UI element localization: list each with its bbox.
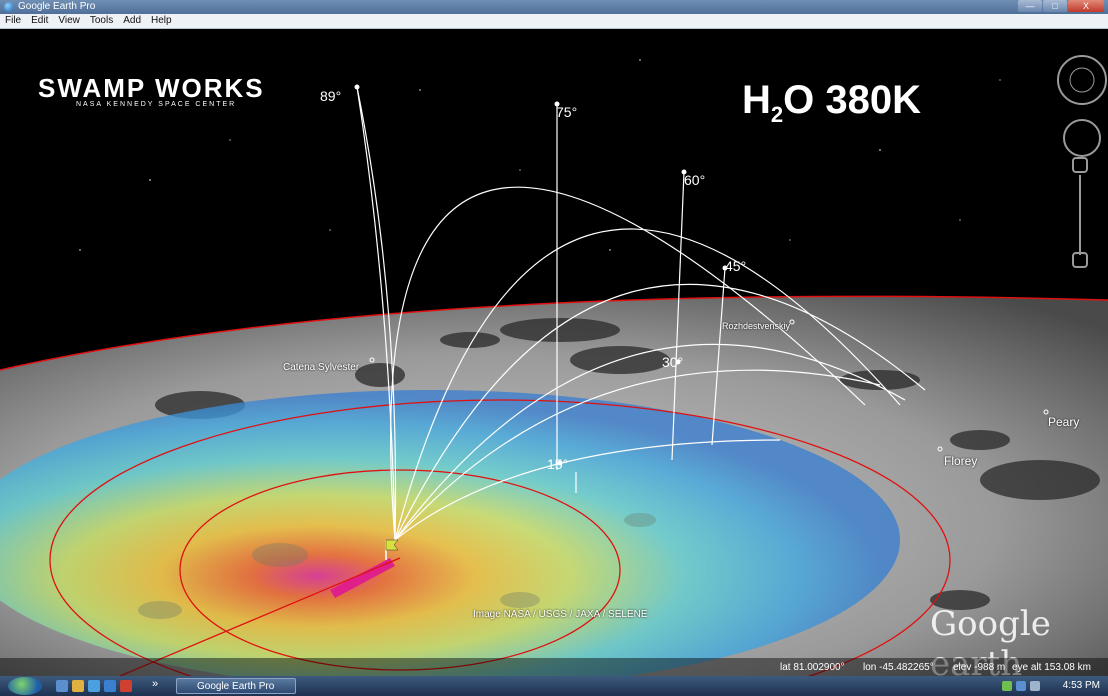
google-earth-icon: [4, 2, 14, 12]
map-viewport[interactable]: SWAMP WORKS NASA KENNEDY SPACE CENTER H2…: [0, 29, 1108, 676]
menu-edit[interactable]: Edit: [31, 15, 49, 26]
swamp-works-logo: SWAMP WORKS NASA KENNEDY SPACE CENTER: [38, 73, 265, 108]
range-rings: [49, 399, 951, 676]
pdf-icon[interactable]: [120, 680, 132, 692]
menu-view[interactable]: View: [58, 15, 80, 26]
place-catena-sylvester[interactable]: Catena Sylvester: [283, 362, 360, 373]
window-controls: — □ X: [1018, 0, 1104, 12]
status-eye-alt: eye alt 153.08 km: [1012, 662, 1091, 673]
heat-map: [0, 390, 900, 676]
h2o-title: H2O 380K: [742, 78, 921, 127]
menu-file[interactable]: File: [5, 15, 22, 26]
menu-bar: File Edit View Tools Add Help: [0, 14, 1108, 29]
place-rozhdestvenskiy[interactable]: Rozhdestvenskiy: [722, 321, 791, 331]
flag-marker[interactable]: [385, 539, 399, 560]
quick-launch-more[interactable]: »: [152, 678, 159, 690]
trajectories: [356, 86, 926, 541]
image-attribution: Image NASA / USGS / JAXA / SELENE: [473, 609, 648, 620]
horizon-line: [0, 295, 1108, 371]
status-lat: lat 81.002900°: [780, 662, 845, 673]
taskbar-google-earth[interactable]: Google Earth Pro: [176, 678, 296, 694]
angle-label-15: 15°: [547, 456, 569, 472]
media-player-icon[interactable]: [88, 680, 100, 692]
place-peary[interactable]: Peary: [1048, 415, 1080, 429]
close-button[interactable]: X: [1068, 0, 1104, 12]
window-title: Google Earth Pro: [18, 1, 96, 12]
status-elev: elev -988 m: [953, 662, 1006, 673]
menu-add[interactable]: Add: [123, 15, 142, 26]
minimize-button[interactable]: —: [1018, 0, 1042, 12]
status-bar: lat 81.002900° lon -45.482265° elev -988…: [0, 658, 1108, 676]
tray-display-icon[interactable]: [1016, 681, 1026, 691]
place-florey[interactable]: Florey: [944, 454, 978, 468]
show-desktop-icon[interactable]: [56, 680, 68, 692]
ie-icon[interactable]: [104, 680, 116, 692]
angle-label-60: 60°: [684, 172, 706, 188]
tray-volume-icon[interactable]: [1030, 681, 1040, 691]
status-lon: lon -45.482265°: [863, 662, 934, 673]
hotspot-streak: [330, 558, 395, 598]
nav-controls[interactable]: [1057, 55, 1107, 268]
explorer-icon[interactable]: [72, 680, 84, 692]
taskbar: » Google Earth Pro 4:53 PM: [0, 676, 1108, 696]
menu-help[interactable]: Help: [151, 15, 172, 26]
start-button[interactable]: [8, 677, 42, 695]
angle-label-75: 75°: [556, 104, 578, 120]
tray-network-icon[interactable]: [1002, 681, 1012, 691]
maximize-button[interactable]: □: [1043, 0, 1067, 12]
lunar-scene: [0, 55, 1108, 676]
angle-label-45: 45°: [725, 258, 747, 274]
angle-label-30: 30°: [662, 354, 684, 370]
title-bar: Google Earth Pro — □ X: [0, 0, 1108, 14]
menu-tools[interactable]: Tools: [89, 15, 114, 26]
google-earth-watermark: Google earth: [930, 604, 1051, 676]
angle-label-89: 89°: [320, 88, 342, 104]
taskbar-clock[interactable]: 4:53 PM: [1062, 680, 1100, 691]
stars: [79, 59, 1001, 251]
